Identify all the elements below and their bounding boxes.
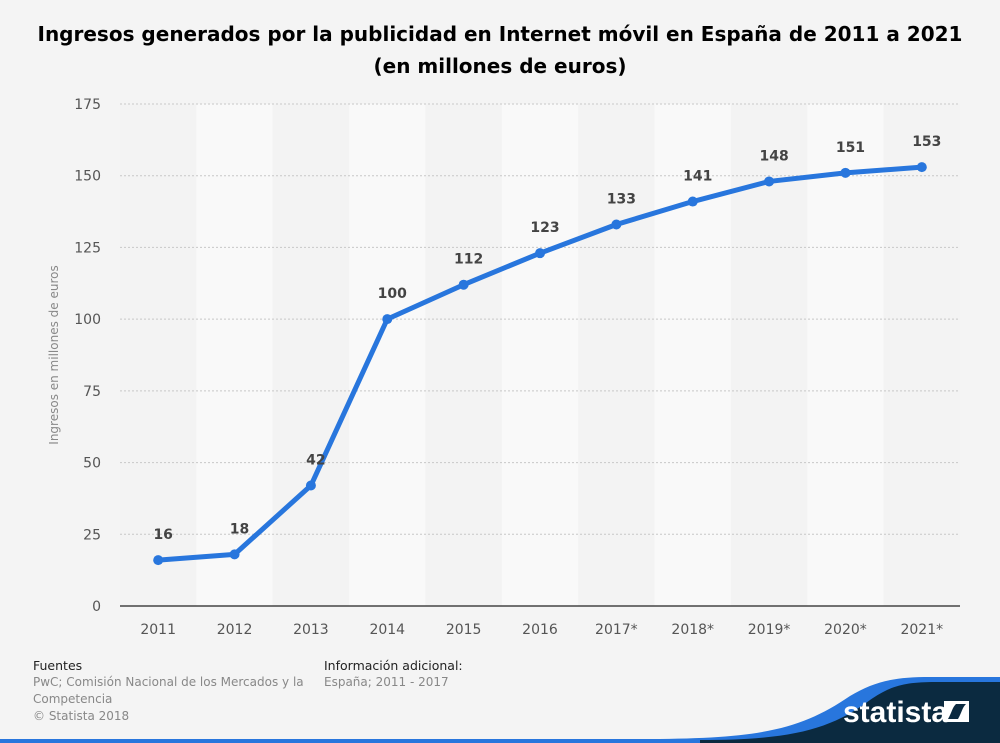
x-tick-label: 2020* [824,622,867,638]
column-band [349,104,426,606]
column-band [120,104,197,606]
sources-heading: Fuentes [33,658,83,673]
x-tick-label: 2017* [595,622,638,638]
y-tick-label: 100 [74,312,101,328]
copyright: © Statista 2018 [33,709,130,723]
x-tick-label: 2015 [446,622,482,638]
data-label: 100 [378,286,407,302]
data-point [305,480,316,491]
line-chart: 0 25 50 75 100 125 150 175 2011 2012 2013 2014 2015 2… [47,97,960,638]
column-band [654,104,731,606]
y-tick-label: 50 [83,456,101,472]
banner-navy [700,682,1000,743]
data-label: 42 [306,453,325,469]
data-point [458,279,469,290]
x-tick-label: 2011 [140,622,176,638]
data-label: 141 [683,169,712,185]
data-label: 112 [454,252,483,268]
column-band [196,104,273,606]
info-block: Información adicional: España; 2011 - 20… [324,657,574,691]
column-band [883,104,960,606]
column-band [807,104,884,606]
x-tick-label: 2013 [293,622,329,638]
data-point [840,167,851,178]
x-tick-label: 2012 [217,622,253,638]
data-label: 16 [153,527,172,543]
info-text: España; 2011 - 2017 [324,675,449,689]
y-tick-label: 25 [83,527,101,543]
statista-banner: statista [0,677,1000,743]
x-tick-label: 2014 [369,622,405,638]
data-label: 151 [836,140,865,156]
data-point [687,196,698,207]
data-point [611,219,622,230]
data-point [916,162,927,173]
column-band [272,104,350,606]
column-band [501,104,579,606]
x-tick-label: 2016 [522,622,558,638]
x-tick-label: 2019* [748,622,791,638]
column-band [578,104,655,606]
sources-block: Fuentes PwC; Comisión Nacional de los Me… [33,657,313,725]
data-point [535,248,545,259]
y-tick-label: 125 [74,240,101,256]
info-heading: Información adicional: [324,658,463,673]
data-label: 18 [230,521,249,537]
data-label: 123 [530,220,559,236]
y-tick-label: 150 [74,169,101,185]
data-point [382,314,393,325]
banner-line [0,739,700,743]
x-tick-label: 2021* [900,622,943,638]
y-tick-label: 0 [92,599,101,615]
statista-logo[interactable]: statista [843,696,948,729]
chart-title: Ingresos generados por la publicidad en … [37,22,963,78]
data-label: 148 [759,148,788,164]
y-axis-label: Ingresos en millones de euros [47,265,61,444]
data-label: 133 [607,191,636,207]
y-tick-label: 175 [74,97,101,113]
data-label: 153 [912,134,941,150]
x-tick-label: 2018* [671,622,714,638]
data-point [229,549,240,560]
y-tick-label: 75 [83,384,101,400]
data-point [153,555,164,566]
data-point [764,176,775,187]
column-band [425,104,502,606]
statista-logo-icon [944,701,969,722]
sources-text[interactable]: PwC; Comisión Nacional de los Mercados y… [33,675,304,706]
